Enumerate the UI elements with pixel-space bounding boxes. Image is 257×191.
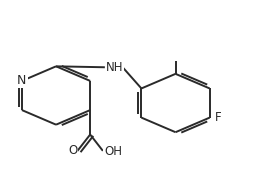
Text: F: F (215, 111, 221, 124)
Text: NH: NH (106, 61, 123, 74)
Text: N: N (17, 74, 27, 87)
Text: OH: OH (104, 145, 122, 158)
Text: O: O (68, 144, 78, 157)
